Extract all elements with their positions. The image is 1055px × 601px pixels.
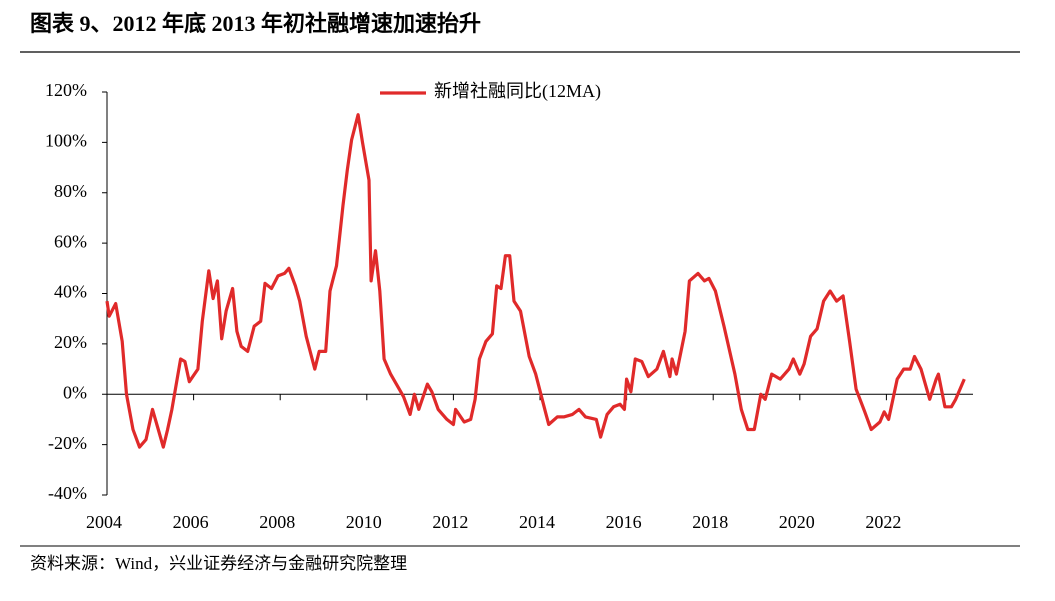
x-tick-label: 2012: [432, 512, 468, 532]
y-tick-label: -40%: [48, 483, 87, 503]
x-tick-label: 2008: [259, 512, 295, 532]
y-tick-label: 120%: [45, 80, 87, 100]
x-tick-label: 2014: [519, 512, 555, 532]
y-tick-label: 0%: [63, 382, 87, 402]
series-line: [105, 113, 966, 449]
x-tick-label: 2016: [606, 512, 642, 532]
x-tick-label: 2022: [865, 512, 901, 532]
y-tick-label: 100%: [45, 131, 87, 151]
y-tick-label: 60%: [54, 231, 87, 251]
y-tick-label: 20%: [54, 332, 87, 352]
x-tick-label: 2010: [346, 512, 382, 532]
x-tick-label: 2004: [86, 512, 122, 532]
y-tick-label: 80%: [54, 181, 87, 201]
x-tick-label: 2018: [692, 512, 728, 532]
y-tick-label: -20%: [48, 433, 87, 453]
chart-title: 图表 9、2012 年底 2013 年初社融增速加速抬升: [30, 11, 481, 36]
legend-label: 新增社融同比(12MA): [434, 81, 601, 102]
source-note: 资料来源：Wind，兴业证券经济与金融研究院整理: [30, 554, 407, 573]
x-tick-label: 2020: [779, 512, 815, 532]
y-tick-label: 40%: [54, 282, 87, 302]
x-tick-label: 2006: [173, 512, 209, 532]
